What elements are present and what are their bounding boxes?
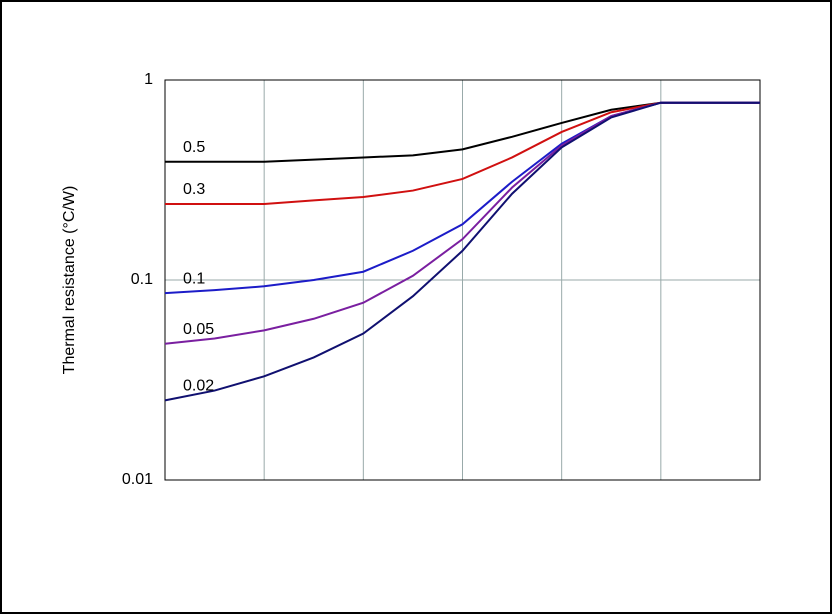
series-label: 0.1 bbox=[183, 270, 205, 287]
series-label: 0.5 bbox=[183, 139, 205, 156]
frame bbox=[1, 1, 831, 613]
y-tick-label: 0.1 bbox=[131, 271, 153, 288]
series-label: 0.02 bbox=[183, 378, 214, 395]
y-axis-label: Thermal resistance (°C/W) bbox=[61, 186, 78, 375]
chart: Thermal resistance (°C/W) 0.01 0.1 1 0.5 0.3… bbox=[0, 0, 832, 614]
y-tick-label: 0.01 bbox=[122, 471, 153, 488]
series-label: 0.05 bbox=[183, 321, 214, 338]
page: Thermal resistance (°C/W) 0.01 0.1 1 0.5 0.3… bbox=[0, 0, 832, 614]
series-label: 0.3 bbox=[183, 181, 205, 198]
y-tick-label: 1 bbox=[144, 71, 153, 88]
